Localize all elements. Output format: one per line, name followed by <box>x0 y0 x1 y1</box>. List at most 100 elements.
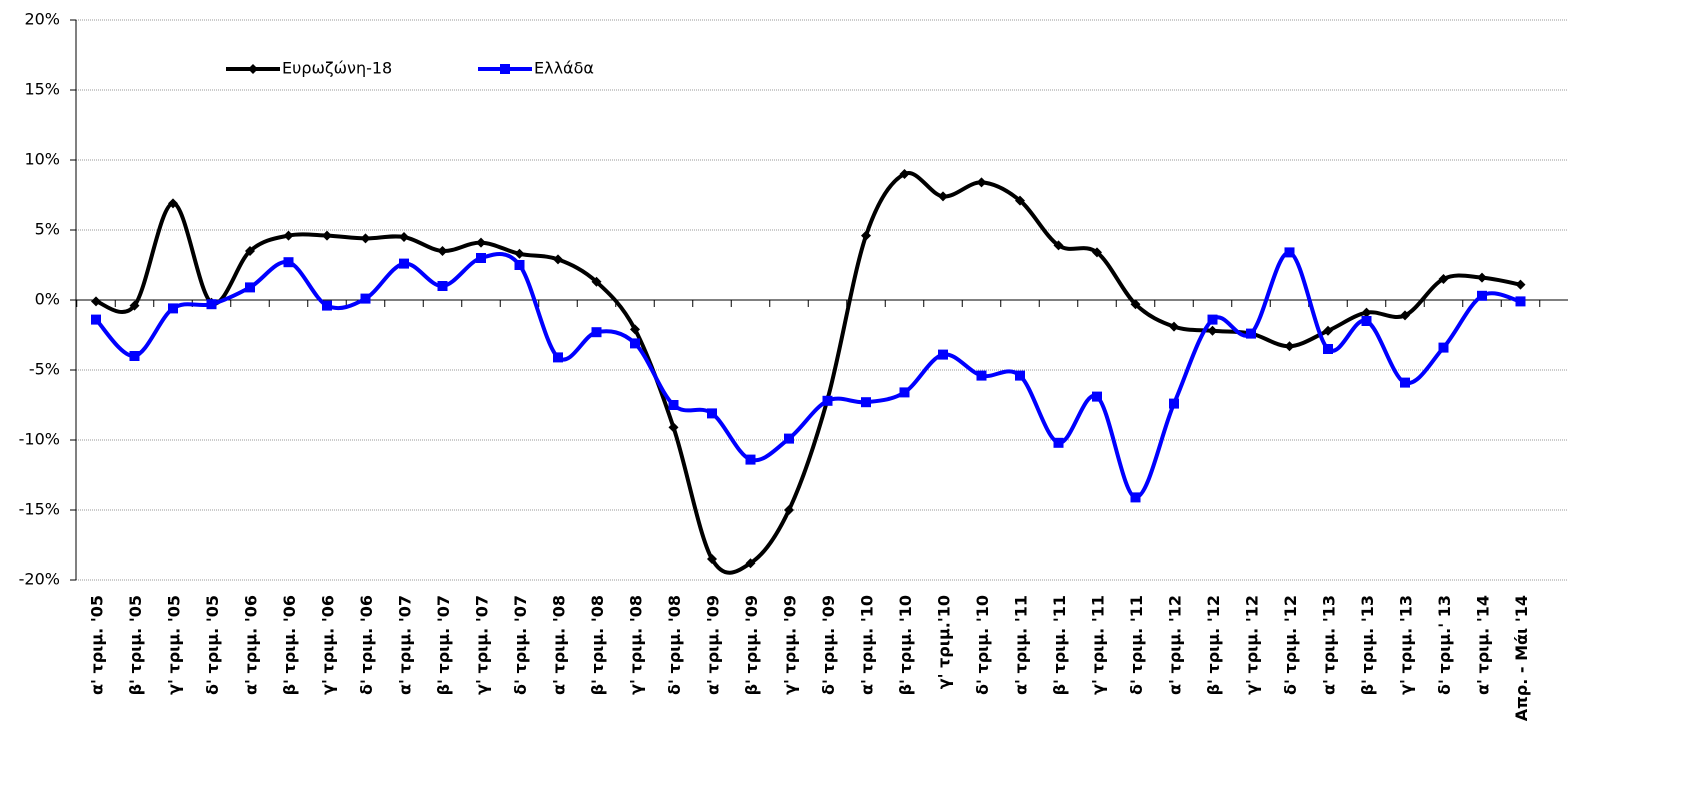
x-tick-label: δ' τριμ. '07 <box>511 595 530 695</box>
point <box>245 282 255 293</box>
legend-label: Ευρωζώνη-18 <box>282 59 392 78</box>
y-tick-label: 0% <box>35 290 60 309</box>
point <box>91 314 101 325</box>
point <box>553 352 563 363</box>
point <box>360 293 371 304</box>
x-tick-label: α' τριμ. '14 <box>1474 595 1493 695</box>
point <box>91 296 101 307</box>
point <box>437 281 448 291</box>
point <box>745 558 756 569</box>
x-tick-label: δ' τριμ. '12 <box>1281 595 1300 695</box>
point <box>322 300 332 311</box>
x-tick-label: β' τριμ. '10 <box>896 595 915 695</box>
x-tick-label: δ' τριμ. '09 <box>819 595 838 695</box>
point <box>206 299 217 310</box>
point <box>1207 314 1218 325</box>
point <box>1130 299 1141 310</box>
point <box>1053 240 1064 251</box>
point <box>630 324 640 335</box>
point <box>437 246 448 256</box>
x-tick-label: α' τριμ. '11 <box>1012 595 1031 695</box>
x-tick-label: γ' τριμ. '12 <box>1243 595 1262 695</box>
point <box>1323 325 1333 336</box>
point <box>1092 247 1102 258</box>
x-tick-label: γ' τριμ. '13 <box>1397 595 1416 695</box>
point <box>129 351 140 361</box>
point <box>591 327 602 338</box>
point <box>168 198 178 209</box>
point <box>1400 310 1410 321</box>
x-tick-label: β' τριμ. '12 <box>1204 595 1223 695</box>
y-tick-label: 15% <box>24 80 60 99</box>
point <box>1515 296 1526 307</box>
point <box>976 370 987 381</box>
point <box>861 230 871 241</box>
x-tick-label: α' τριμ. '12 <box>1166 595 1185 695</box>
x-tick-label: γ' τριμ. '06 <box>319 595 338 695</box>
legend-marker <box>500 64 510 74</box>
x-tick-label: δ' τριμ. '05 <box>203 595 222 695</box>
point <box>1438 274 1449 284</box>
point <box>1361 307 1372 318</box>
point <box>668 422 679 433</box>
point <box>899 169 910 179</box>
point <box>514 260 525 270</box>
x-tick-label: δ' τριμ.' 13 <box>1435 595 1454 695</box>
point <box>707 554 717 564</box>
legend-box <box>136 50 672 88</box>
point <box>399 258 409 269</box>
point <box>283 230 294 241</box>
point <box>668 400 679 410</box>
point <box>630 338 640 349</box>
x-tick-label: α' τριμ. '10 <box>858 595 877 695</box>
x-tick-label: β' τριμ. '06 <box>280 595 299 695</box>
point <box>745 454 756 465</box>
point <box>322 230 332 241</box>
point <box>1246 328 1256 339</box>
y-tick-label: 5% <box>35 220 60 239</box>
point <box>1284 247 1295 258</box>
point <box>1015 370 1025 381</box>
point <box>938 349 948 360</box>
x-tick-label: α' τριμ. '08 <box>550 595 569 695</box>
point <box>476 237 486 248</box>
point <box>399 232 409 242</box>
point <box>1284 341 1295 352</box>
point <box>1515 279 1526 290</box>
point <box>1361 316 1372 326</box>
x-tick-label: δ' τριμ. '10 <box>973 595 992 695</box>
x-tick-label: δ' τριμ. '11 <box>1127 595 1146 695</box>
point <box>1438 342 1449 353</box>
point <box>1169 321 1179 332</box>
x-tick-label: α' τριμ. '06 <box>242 595 261 695</box>
point <box>1053 437 1064 448</box>
y-tick-label: -10% <box>19 430 60 449</box>
y-tick-label: -5% <box>29 360 60 379</box>
x-tick-label: α' τριμ. '07 <box>396 595 415 695</box>
series-line <box>95 171 1521 575</box>
x-tick-label: γ' τριμ.'10 <box>935 595 954 689</box>
point <box>784 433 794 444</box>
point <box>283 257 294 268</box>
point <box>938 191 948 202</box>
x-tick-label: γ' τριμ. '09 <box>781 595 800 695</box>
legend-label: Ελλάδα <box>534 59 594 78</box>
x-tick-label: γ' τριμ. '07 <box>473 595 492 695</box>
point <box>476 253 486 263</box>
point <box>861 397 871 408</box>
point <box>360 233 371 244</box>
point <box>1477 272 1487 283</box>
y-tick-label: 20% <box>24 10 60 29</box>
point <box>1169 398 1179 409</box>
x-tick-label: Απρ. - Μάι '14 <box>1512 595 1531 721</box>
x-tick-label: γ' τριμ. '05 <box>165 595 184 695</box>
x-tick-label: β' τριμ. '05 <box>126 595 145 695</box>
point <box>1092 391 1102 402</box>
x-tick-label: δ' τριμ. '06 <box>357 595 376 695</box>
x-tick-label: α' τριμ. '05 <box>88 595 107 695</box>
point <box>1207 325 1218 336</box>
point <box>514 248 525 259</box>
x-tick-label: γ' τριμ. '08 <box>627 595 646 695</box>
point <box>1130 492 1141 503</box>
point <box>822 395 833 406</box>
